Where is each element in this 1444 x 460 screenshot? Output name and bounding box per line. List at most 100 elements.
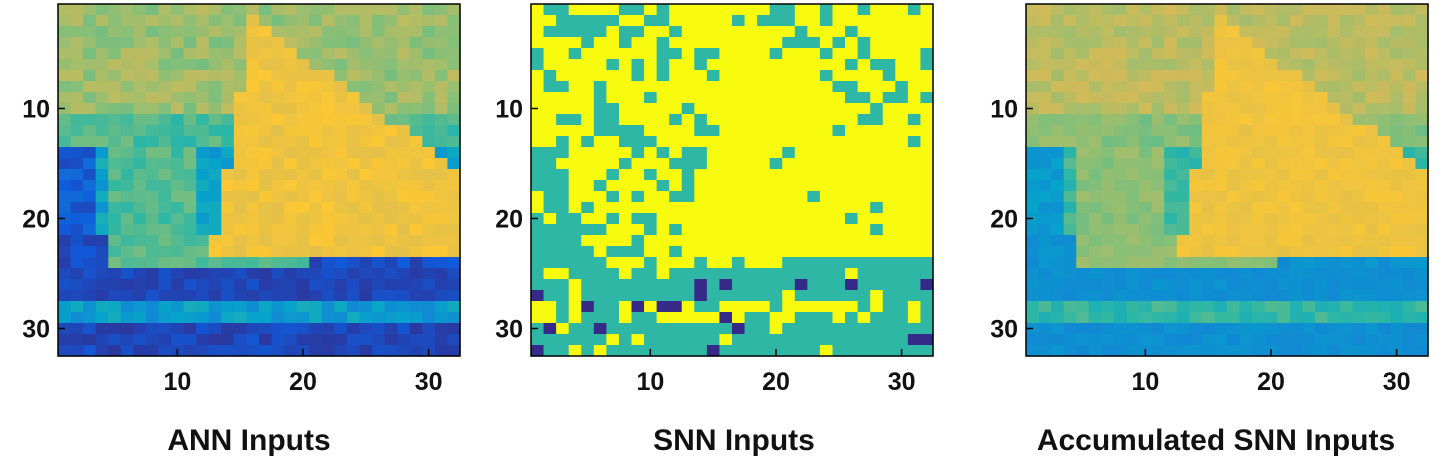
heatmap-cell bbox=[1340, 15, 1354, 27]
heatmap-cell bbox=[656, 147, 670, 159]
heatmap-cell bbox=[171, 81, 185, 93]
heatmap-cell bbox=[744, 4, 758, 16]
heatmap-cell bbox=[271, 268, 285, 280]
heatmap-cell bbox=[1201, 169, 1216, 181]
heatmap-cell bbox=[1402, 169, 1417, 181]
heatmap-cell bbox=[183, 48, 197, 60]
heatmap-cell bbox=[409, 345, 423, 357]
heatmap-cell bbox=[1101, 235, 1115, 247]
heatmap-cell bbox=[196, 279, 210, 291]
heatmap-cell bbox=[183, 37, 197, 49]
heatmap-cell bbox=[422, 257, 436, 269]
heatmap-cell bbox=[819, 290, 834, 302]
heatmap-cell bbox=[1402, 279, 1417, 291]
heatmap-ann-inputs bbox=[58, 4, 461, 357]
heatmap-cell bbox=[618, 48, 633, 60]
heatmap-cell bbox=[246, 169, 260, 181]
heatmap-cell bbox=[158, 114, 172, 126]
heatmap-cell bbox=[1327, 92, 1341, 104]
y-tick-label: 30 bbox=[495, 316, 523, 344]
heatmap-cell bbox=[1139, 26, 1153, 38]
heatmap-cell bbox=[58, 147, 72, 159]
heatmap-cell bbox=[719, 323, 733, 335]
heatmap-cell bbox=[1314, 81, 1329, 93]
heatmap-cell bbox=[233, 169, 248, 181]
heatmap-cell bbox=[70, 246, 84, 258]
heatmap-cell bbox=[133, 257, 147, 269]
heatmap-cell bbox=[1076, 180, 1090, 192]
heatmap-cell bbox=[1277, 147, 1291, 159]
heatmap-cell bbox=[870, 70, 884, 82]
heatmap-cell bbox=[1227, 279, 1241, 291]
heatmap-cell bbox=[1239, 224, 1253, 236]
heatmap-cell bbox=[618, 323, 633, 335]
heatmap-cell bbox=[1151, 290, 1165, 302]
heatmap-cell bbox=[58, 312, 72, 324]
heatmap-cell bbox=[208, 70, 222, 82]
heatmap-cell bbox=[543, 202, 557, 214]
heatmap-cell bbox=[882, 4, 896, 16]
heatmap-cell bbox=[857, 59, 871, 71]
heatmap-cell bbox=[1164, 114, 1178, 126]
heatmap-cell bbox=[794, 224, 808, 236]
heatmap-cell bbox=[807, 15, 821, 27]
heatmap-cell bbox=[870, 4, 884, 16]
heatmap-cell bbox=[171, 26, 185, 38]
heatmap-cell bbox=[1340, 158, 1354, 170]
heatmap-cell bbox=[233, 180, 248, 192]
heatmap-cell bbox=[819, 114, 834, 126]
heatmap-cell bbox=[196, 81, 210, 93]
heatmap-cell bbox=[447, 224, 461, 236]
heatmap-cell bbox=[1026, 202, 1040, 214]
heatmap-cell bbox=[882, 191, 896, 203]
heatmap-cell bbox=[694, 4, 708, 16]
heatmap-cell bbox=[83, 224, 97, 236]
heatmap-cell bbox=[606, 323, 620, 335]
heatmap-cell bbox=[1038, 48, 1052, 60]
heatmap-cell bbox=[384, 235, 398, 247]
heatmap-cell bbox=[409, 246, 423, 258]
heatmap-cell bbox=[196, 92, 210, 104]
heatmap-cell bbox=[1026, 246, 1040, 258]
heatmap-cell bbox=[1415, 158, 1429, 170]
heatmap-cell bbox=[359, 147, 373, 159]
heatmap-cell bbox=[1201, 158, 1216, 170]
heatmap-cell bbox=[108, 268, 122, 280]
heatmap-cell bbox=[895, 136, 909, 148]
heatmap-cell bbox=[372, 158, 386, 170]
heatmap-cell bbox=[857, 345, 871, 357]
heatmap-cell bbox=[108, 147, 122, 159]
heatmap-cell bbox=[543, 158, 557, 170]
heatmap-cell bbox=[183, 26, 197, 38]
heatmap-cell bbox=[882, 301, 896, 313]
heatmap-cell bbox=[447, 213, 461, 225]
heatmap-cell bbox=[794, 147, 808, 159]
heatmap-cell bbox=[1214, 103, 1228, 115]
heatmap-cell bbox=[669, 213, 683, 225]
heatmap-cell bbox=[145, 92, 160, 104]
heatmap-cell bbox=[857, 246, 871, 258]
heatmap-cell bbox=[1314, 180, 1329, 192]
heatmap-cell bbox=[1176, 81, 1190, 93]
heatmap-cell bbox=[819, 345, 834, 357]
heatmap-cell bbox=[1214, 81, 1228, 93]
heatmap-cell bbox=[334, 48, 348, 60]
heatmap-cell bbox=[581, 312, 595, 324]
heatmap-cell bbox=[1390, 15, 1404, 27]
heatmap-cell bbox=[359, 26, 373, 38]
heatmap-cell bbox=[618, 136, 633, 148]
heatmap-cell bbox=[631, 169, 645, 181]
heatmap-cell bbox=[1415, 147, 1429, 159]
heatmap-cell bbox=[819, 81, 834, 93]
heatmap-cell bbox=[832, 136, 846, 148]
heatmap-cell bbox=[593, 312, 607, 324]
heatmap-cell bbox=[1214, 136, 1228, 148]
heatmap-cell bbox=[870, 290, 884, 302]
heatmap-cell bbox=[882, 224, 896, 236]
heatmap-cell bbox=[744, 81, 758, 93]
heatmap-cell bbox=[359, 125, 373, 137]
heatmap-cell bbox=[669, 125, 683, 137]
heatmap-cell bbox=[70, 191, 84, 203]
heatmap-cell bbox=[857, 136, 871, 148]
